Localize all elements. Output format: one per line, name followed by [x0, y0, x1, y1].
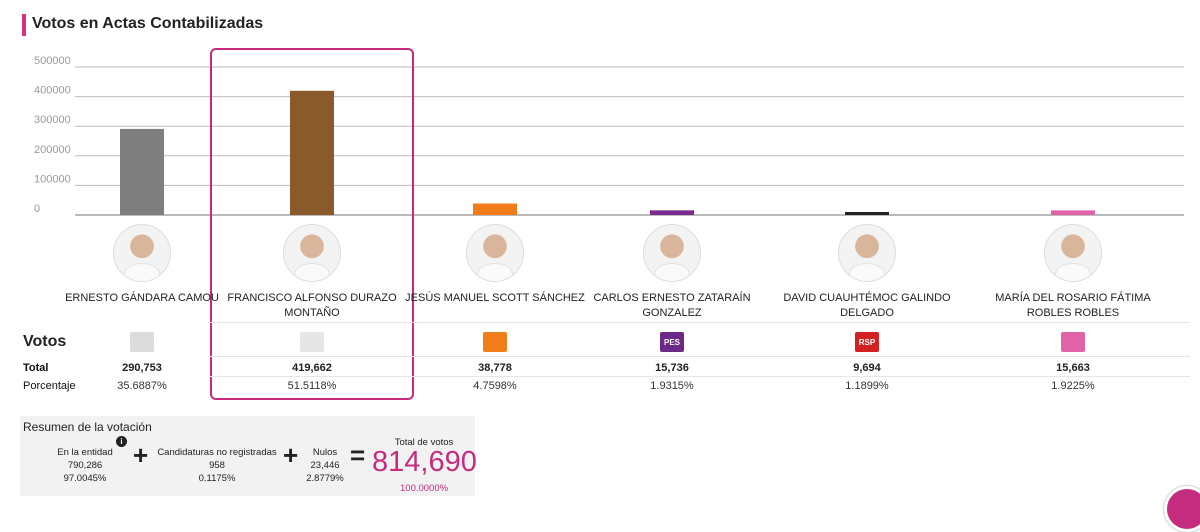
candidate-photo — [1044, 224, 1102, 282]
candidate-percentage: 4.7598% — [473, 380, 517, 392]
table-divider — [210, 376, 1190, 377]
candidate-photo — [643, 224, 701, 282]
title-accent-bar — [22, 14, 26, 36]
candidate-percentage: 1.9225% — [1051, 380, 1095, 392]
summary-entidad: En la entidad 790,286 97.0045% — [50, 446, 120, 485]
entidad-pct: 97.0045% — [63, 473, 107, 484]
candidate-total: 290,753 — [122, 362, 162, 374]
rsp-logo: RSP — [855, 332, 879, 352]
pri-pan-prd-coalition-logo — [130, 332, 154, 352]
candidate-total: 419,662 — [292, 362, 332, 374]
plus-sign: + — [283, 440, 299, 470]
y-tick-label: 200000 — [34, 144, 71, 156]
total-row-label: Total — [23, 362, 49, 374]
summary-no-registradas: Candidaturas no registradas 958 0.1175% — [156, 446, 278, 485]
candidate-photo — [466, 224, 524, 282]
bar[interactable] — [1051, 210, 1095, 215]
y-tick-label: 100000 — [34, 173, 71, 185]
candidate-name: CARLOS ERNESTO ZATARAÍN GONZALEZ — [593, 292, 751, 319]
nulos-label: Nulos — [312, 447, 338, 458]
candidate-name: MARÍA DEL ROSARIO FÁTIMA ROBLES ROBLES — [995, 292, 1151, 319]
plus-sign: + — [133, 440, 149, 470]
candidate-name: ERNESTO GÁNDARA CAMOU — [65, 292, 219, 304]
candidate-photo — [838, 224, 896, 282]
movimiento-ciudadano-logo — [483, 332, 507, 352]
total-votos-value: 814,690 — [372, 446, 477, 478]
no-reg-value: 958 — [209, 460, 225, 471]
y-tick-label: 0 — [34, 203, 40, 215]
no-reg-label: Candidaturas no registradas — [157, 447, 277, 458]
candidate-photo — [283, 224, 341, 282]
total-votos-pct: 100.0000% — [400, 483, 449, 494]
summary-title: Resumen de la votación — [23, 420, 152, 434]
candidate-photo — [113, 224, 171, 282]
candidate-percentage: 1.9315% — [650, 380, 694, 392]
summary-panel: Resumen de la votación i En la entidad 7… — [20, 416, 477, 496]
bar[interactable] — [290, 90, 334, 215]
candidate-name: JESÚS MANUEL SCOTT SÁNCHEZ — [405, 292, 585, 304]
floating-action-button[interactable] — [1164, 486, 1200, 532]
bar[interactable] — [650, 210, 694, 215]
bar[interactable] — [845, 212, 889, 215]
y-tick-label: 500000 — [34, 55, 71, 67]
summary-nulos: Nulos 23,446 2.8779% — [303, 446, 347, 485]
equals-sign: = — [350, 440, 366, 470]
bar[interactable] — [120, 128, 164, 215]
entidad-label: En la entidad — [57, 447, 113, 458]
y-tick-label: 300000 — [34, 114, 71, 126]
candidate-percentage: 35.6887% — [117, 380, 167, 392]
candidate-total: 15,663 — [1056, 362, 1090, 374]
nulos-value: 23,446 — [310, 460, 340, 471]
bar[interactable] — [473, 203, 517, 215]
bar-chart: 0 100000 200000 300000 400000 500000 — [34, 55, 1184, 216]
candidate-percentage: 1.1899% — [845, 380, 889, 392]
y-tick-label: 400000 — [34, 85, 71, 97]
candidate-total: 9,694 — [853, 362, 881, 374]
candidate-name: DAVID CUAUHTÉMOC GALINDO DELGADO — [783, 292, 951, 319]
morena-pt-pvem-coalition-logo — [300, 332, 324, 352]
candidate-percentage: 51.5118% — [287, 380, 337, 392]
chart-title: Votos en Actas Contabilizadas — [32, 15, 264, 32]
candidate-total: 38,778 — [478, 362, 512, 374]
nulos-pct: 2.8779% — [306, 473, 344, 484]
candidate-total: 15,736 — [655, 362, 689, 374]
entidad-value: 790,286 — [67, 460, 103, 471]
total-votos-label: Total de votos — [394, 437, 454, 448]
table-divider — [210, 356, 1190, 357]
candidate-name: FRANCISCO ALFONSO DURAZO MONTAÑO — [227, 292, 397, 319]
no-reg-pct: 0.1175% — [198, 473, 236, 484]
pes-logo: PES — [660, 332, 684, 352]
pct-row-label: Porcentaje — [23, 380, 76, 392]
fuerza-por-mexico-logo — [1061, 332, 1085, 352]
info-icon[interactable]: i — [116, 436, 127, 447]
votos-label: Votos — [23, 333, 67, 350]
table-divider — [210, 322, 1190, 323]
